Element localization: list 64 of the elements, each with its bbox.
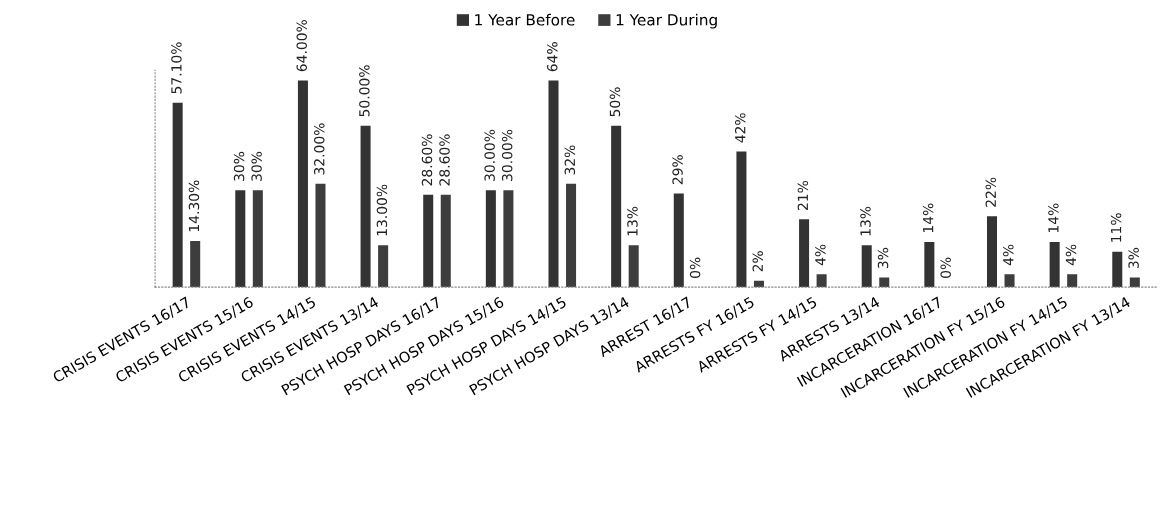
bar — [799, 219, 810, 288]
bar — [673, 193, 684, 288]
bar — [861, 245, 872, 288]
data-label: 14% — [922, 203, 934, 233]
bar — [879, 277, 890, 288]
bar — [816, 274, 827, 288]
legend-label: 1 Year Before — [475, 13, 575, 26]
bar — [753, 280, 764, 288]
bar — [986, 216, 998, 288]
bar — [315, 183, 326, 288]
bar — [378, 245, 389, 288]
data-label: 57.10% — [171, 42, 182, 94]
data-label: 22% — [985, 177, 997, 207]
data-label: 13.00% — [376, 184, 388, 236]
bar — [924, 241, 935, 288]
data-label: 28.60% — [421, 134, 433, 186]
bar — [503, 190, 514, 288]
data-label: 2% — [752, 251, 763, 272]
data-label: 0% — [940, 257, 951, 278]
data-label: 0% — [689, 257, 701, 278]
data-label: 13% — [627, 206, 638, 236]
data-label: 3% — [1128, 247, 1139, 269]
data-label: 50% — [609, 87, 621, 117]
data-label: 30% — [251, 151, 262, 181]
data-label: 4% — [815, 244, 826, 266]
legend-label: 1 Year During — [616, 13, 717, 29]
bar — [1129, 277, 1140, 288]
bar — [611, 125, 622, 288]
bar — [297, 80, 308, 288]
data-label: 14% — [1048, 203, 1059, 233]
bar — [190, 240, 201, 288]
bar — [736, 151, 747, 288]
data-label: 4% — [1003, 244, 1014, 266]
data-label: 32% — [564, 145, 576, 175]
data-label: 3% — [877, 247, 889, 269]
data-label: 14.30% — [188, 180, 200, 232]
data-label: 13% — [860, 206, 871, 236]
data-label: 30% — [233, 151, 245, 181]
data-label: 21% — [797, 180, 809, 211]
data-label: 32.00% — [314, 123, 325, 175]
bar — [440, 194, 451, 288]
bar — [423, 194, 434, 288]
data-label: 4% — [1065, 244, 1077, 266]
bar — [548, 80, 559, 288]
data-label: 29% — [672, 155, 683, 185]
bar — [1112, 251, 1123, 288]
bar — [360, 125, 371, 288]
data-label: 42% — [734, 113, 746, 143]
bar — [1067, 274, 1078, 288]
bar — [628, 245, 639, 288]
data-label: 30.00% — [501, 129, 513, 181]
data-label: 11% — [1110, 213, 1122, 242]
bar — [485, 190, 496, 288]
bar — [1004, 274, 1015, 288]
bar — [566, 183, 577, 288]
data-label: 64.00% — [296, 20, 307, 72]
data-label: 28.60% — [439, 134, 450, 186]
bar — [172, 102, 183, 288]
bar — [1049, 241, 1060, 288]
bar — [252, 190, 263, 288]
data-label: 30.00% — [484, 129, 495, 181]
bar — [235, 190, 246, 288]
data-label: 64% — [547, 42, 558, 72]
data-label: 50.00% — [359, 65, 370, 117]
